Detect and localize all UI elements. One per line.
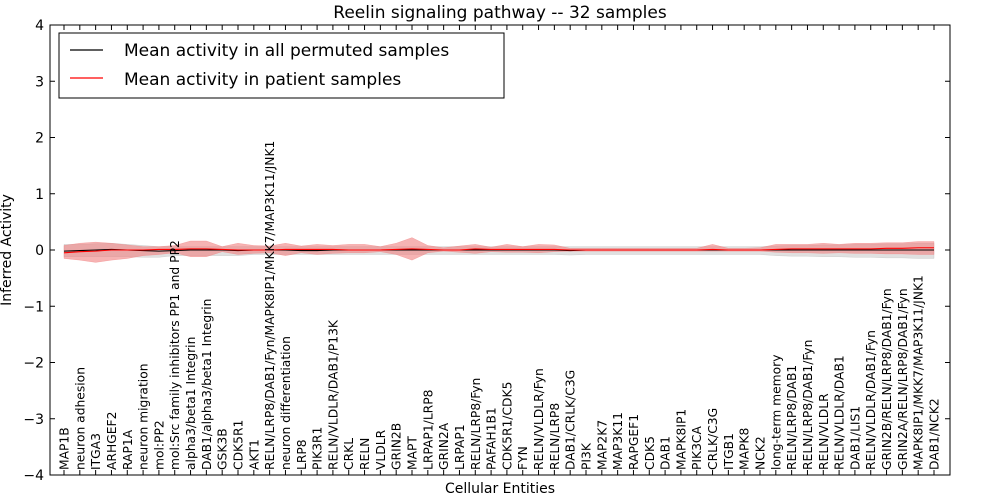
x-tick-label: RELN/VLDLR xyxy=(817,393,831,470)
x-tick-label: alpha3/beta1 Integrin xyxy=(184,337,198,470)
x-tick-label: GRIN2A xyxy=(437,422,451,470)
legend-box xyxy=(58,32,505,99)
x-axis-ticks: MAP1B neuron adhesion ITGA3 ARHGEF2 RAP1A neu… xyxy=(58,25,942,475)
x-tick-label: RELN/VLDLR/DAB1 xyxy=(833,355,847,470)
x-tick-label: neuron migration xyxy=(137,363,151,470)
x-tick-label: RELN/LRP8/Fyn xyxy=(469,378,483,470)
x-tick-label: DAB1/NCK2 xyxy=(928,398,942,470)
x-tick-label: RELN/VLDLR/Fyn xyxy=(532,368,546,470)
x-tick-label: MAP3K11 xyxy=(611,412,625,470)
x-tick-label: CDK5 xyxy=(643,436,657,470)
x-tick-label: long-term memory xyxy=(769,355,783,470)
x-tick-label: CRLK/C3G xyxy=(706,408,720,470)
x-tick-label: PI3K xyxy=(580,442,594,470)
x-tick-label: GRIN2B/RELN/LRP8/DAB1/Fyn xyxy=(880,288,894,470)
x-tick-label: RELN/VLDLR/DAB1/P13K xyxy=(326,319,340,470)
x-tick-label: MAP2K7 xyxy=(595,420,609,470)
x-tick-label: neuron differentiation xyxy=(279,336,293,470)
x-tick-label: MAPK8 xyxy=(738,428,752,470)
x-tick-label: GRIN2B xyxy=(390,423,404,470)
x-tick-label: CDK5R1/CDK5 xyxy=(500,382,514,470)
x-tick-label: ITGA3 xyxy=(89,433,103,470)
x-tick-label: MAPK8IP1 xyxy=(674,409,688,470)
x-tick-label: RELN/LRP8 xyxy=(548,403,562,470)
y-tick-label: 2 xyxy=(35,131,44,147)
x-axis-label: Cellular Entities xyxy=(445,481,555,497)
x-tick-label: mol:Src family inhibitors PP1 and PP2 xyxy=(168,240,182,470)
x-tick-label: FYN xyxy=(516,446,530,470)
legend: Mean activity in all permuted samples Me… xyxy=(58,32,505,99)
x-tick-label: PAFAH1B1 xyxy=(485,407,499,470)
x-tick-label: GRIN2A/RELN/LRP8/DAB1/Fyn xyxy=(896,288,910,470)
x-tick-label: CDK5R1 xyxy=(232,420,246,470)
chart-title: Reelin signaling pathway -- 32 samples xyxy=(333,3,667,23)
x-tick-label: neuron adhesion xyxy=(73,367,87,470)
x-tick-label: MAPT xyxy=(406,436,420,470)
series-lines xyxy=(63,247,934,254)
x-tick-label: PIK3CA xyxy=(690,425,704,470)
x-tick-label: RELN/LRP8/DAB1/Fyn/MAPK8IP1/MKK7/MAP3K11… xyxy=(263,141,277,470)
x-tick-label: DAB1 xyxy=(659,436,673,470)
x-tick-label: DAB1/alpha3/beta1 Integrin xyxy=(200,299,214,470)
x-tick-label: RELN/LRP8/DAB1 xyxy=(785,365,799,470)
x-tick-label: DAB1/CRLK/C3G xyxy=(564,370,578,470)
x-tick-label: ARHGEF2 xyxy=(105,412,119,470)
x-tick-label: LRPAP1 xyxy=(453,424,467,470)
y-tick-label: 3 xyxy=(35,74,44,90)
x-tick-label: RELN xyxy=(358,438,372,470)
x-tick-label: RELN/LRP8/DAB1/Fyn xyxy=(801,340,815,470)
legend-label-patient: Mean activity in patient samples xyxy=(124,70,401,90)
x-tick-label: RAP1A xyxy=(121,429,135,470)
x-tick-label: RAPGEF1 xyxy=(627,414,641,470)
x-tick-label: ITGB1 xyxy=(722,433,736,470)
y-tick-label: 0 xyxy=(35,243,44,259)
x-tick-label: DAB1/LIS1 xyxy=(848,406,862,470)
y-axis-ticks: 4 3 2 1 0 −1 −2 −3 −4 xyxy=(23,18,950,484)
patient-mean-line xyxy=(63,247,934,254)
legend-label-permuted: Mean activity in all permuted samples xyxy=(124,41,449,61)
x-tick-label: RELN/VLDLR/DAB1/Fyn xyxy=(864,330,878,470)
y-tick-label: −2 xyxy=(23,356,44,372)
y-tick-label: −4 xyxy=(23,468,44,484)
y-tick-label: −3 xyxy=(23,412,44,428)
x-tick-label: PIK3R1 xyxy=(311,427,325,470)
x-tick-label: CRKL xyxy=(342,438,356,470)
x-tick-label: LRPAP1/LRP8 xyxy=(421,390,435,470)
y-axis-label: Inferred Activity xyxy=(0,194,15,306)
x-tick-label: mol:PP2 xyxy=(152,420,166,470)
x-tick-label: GSK3B xyxy=(216,428,230,470)
x-tick-label: MAP1B xyxy=(58,427,72,470)
x-tick-label: AKT1 xyxy=(247,439,261,470)
x-tick-label: NCK2 xyxy=(754,436,768,470)
permuted-mean-line xyxy=(63,248,934,252)
x-tick-label: MAPK8IP1/MKK7/MAP3K11/JNK1 xyxy=(912,275,926,470)
y-tick-label: −1 xyxy=(23,299,44,315)
x-tick-label: LRP8 xyxy=(295,439,309,470)
y-tick-label: 1 xyxy=(35,187,44,203)
y-tick-label: 4 xyxy=(35,18,44,34)
x-tick-label: VLDLR xyxy=(374,429,388,470)
